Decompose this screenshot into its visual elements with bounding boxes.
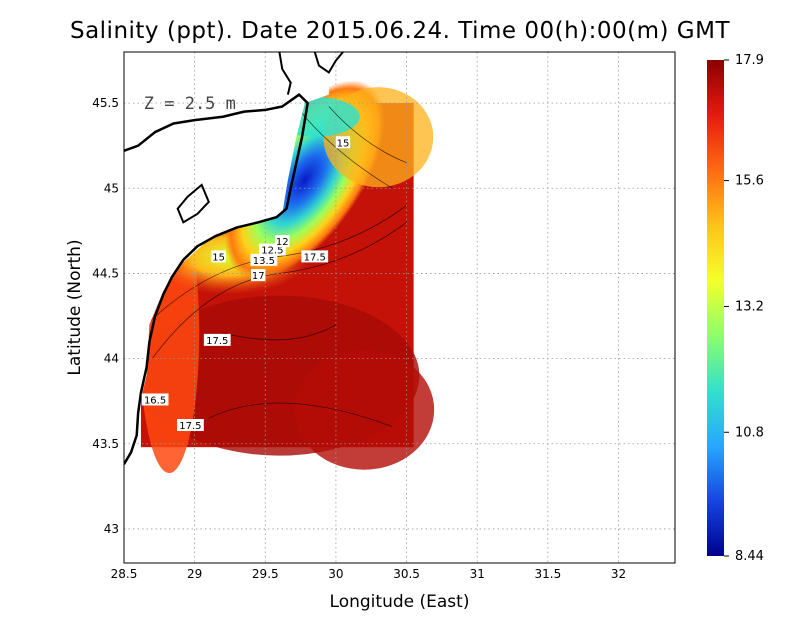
depth-annotation: Z = 2.5 m xyxy=(144,94,236,114)
x-tick-label: 30 xyxy=(328,567,343,581)
colorbar-tick-label: 13.2 xyxy=(735,299,764,314)
colorbar-tick-label: 8.44 xyxy=(735,549,764,564)
contour-label-box xyxy=(141,393,169,406)
x-tick-label: 31.5 xyxy=(534,567,561,581)
x-tick-label: 29.5 xyxy=(252,567,279,581)
contour-line xyxy=(151,222,407,359)
y-tick-label: 43 xyxy=(104,522,119,536)
land-mask xyxy=(124,52,329,470)
contour-label: 17 xyxy=(252,271,265,282)
colorbar-tick-label: 15.6 xyxy=(735,174,764,189)
y-axis-label: Latitude (North) xyxy=(65,239,85,375)
x-axis-ticks: 28.5 29 29.5 30 30.5 31 31.5 32 xyxy=(111,567,626,581)
x-axis-label: Longitude (East) xyxy=(330,592,470,612)
contour-label-box xyxy=(335,136,351,149)
x-tick-label: 30.5 xyxy=(393,567,420,581)
colorbar-tick-label: 10.8 xyxy=(735,425,764,440)
x-tick-label: 29 xyxy=(187,567,202,581)
contour-line xyxy=(208,402,393,428)
colorbar-tick-label: 17.9 xyxy=(735,53,764,68)
y-tick-label: 43.5 xyxy=(92,437,119,451)
coastline-main xyxy=(124,93,309,465)
contour-label: 12 xyxy=(276,237,289,248)
x-tick-label: 32 xyxy=(611,567,626,581)
plot-frame xyxy=(123,51,676,564)
contour-line xyxy=(328,106,407,164)
coastline-northeast xyxy=(313,52,344,74)
chart-title: Salinity (ppt). Date 2015.06.24. Time 00… xyxy=(69,18,731,44)
colorbar: 17.9 15.6 13.2 10.8 8.44 xyxy=(707,53,764,564)
contour-label-box xyxy=(301,250,329,263)
contour-label: 17.5 xyxy=(179,421,201,432)
contour-label: 15 xyxy=(337,138,350,149)
y-tick-label: 44 xyxy=(104,352,119,366)
contour-label-box xyxy=(250,253,278,266)
grid xyxy=(124,52,675,563)
contour-label: 13.5 xyxy=(253,256,275,267)
contour-label: 17.5 xyxy=(206,336,228,347)
contour-line xyxy=(300,111,393,189)
contour-label-box xyxy=(251,269,266,282)
contour-line xyxy=(146,205,407,325)
salinity-field xyxy=(124,52,435,474)
colorbar-scale xyxy=(707,60,724,556)
contour-label-box xyxy=(177,419,204,432)
saline-core-east xyxy=(294,349,435,470)
contour-label-box xyxy=(275,235,290,248)
colorbar-ticks: 17.9 15.6 13.2 10.8 8.44 xyxy=(724,53,764,564)
x-tick-label: 28.5 xyxy=(111,567,138,581)
y-axis-ticks: 43 43.5 44 44.5 45 45.5 xyxy=(92,96,119,536)
y-tick-label: 45.5 xyxy=(92,96,119,110)
coastline-lagoon xyxy=(176,183,210,224)
contour-label: 17.5 xyxy=(304,252,326,263)
contour-label: 16.5 xyxy=(144,395,166,406)
contour-label: 12.5 xyxy=(261,246,283,257)
contour-label: 15 xyxy=(212,252,225,263)
contour-label-box xyxy=(211,250,226,263)
contour-line xyxy=(222,324,337,341)
x-tick-label: 31 xyxy=(470,567,485,581)
contour-label-box xyxy=(203,333,231,346)
y-tick-label: 44.5 xyxy=(92,266,119,280)
coastline xyxy=(124,52,344,465)
y-tick-label: 45 xyxy=(104,181,119,195)
coastline-north xyxy=(278,52,292,95)
